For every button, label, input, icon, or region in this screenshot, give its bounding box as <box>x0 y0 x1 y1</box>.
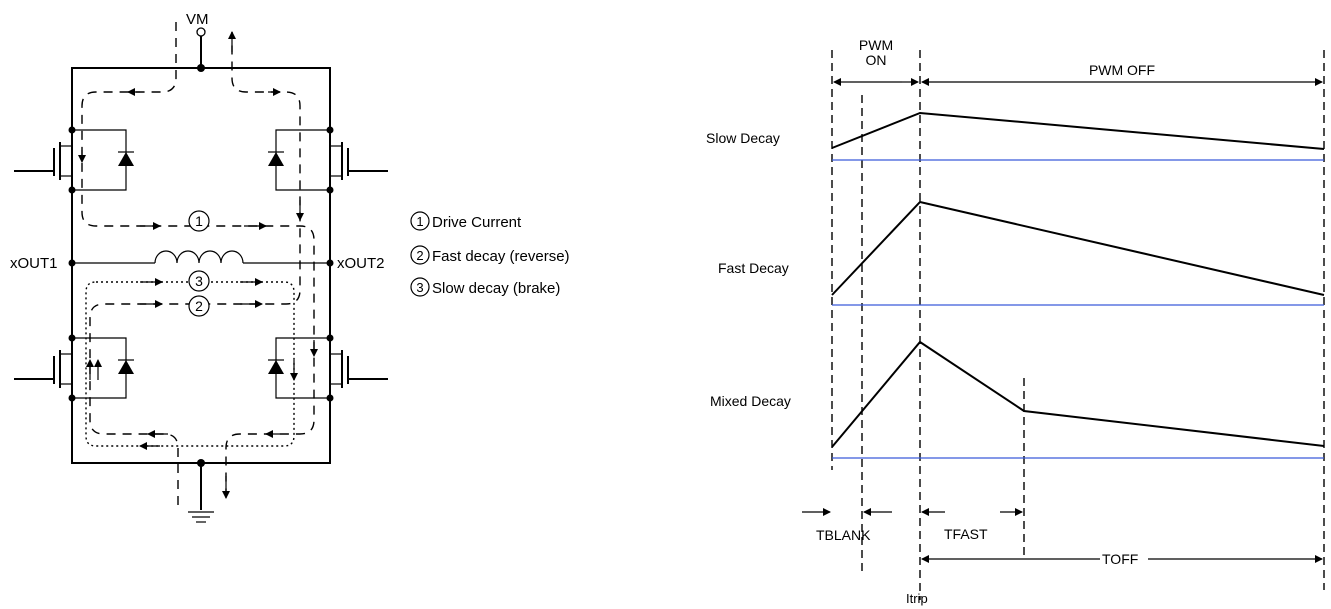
svg-text:3: 3 <box>195 273 203 289</box>
svg-text:2: 2 <box>195 298 203 314</box>
legend-item-slow-decay: 3 Slow decay (brake) <box>410 277 560 297</box>
mosfet-low-left-icon <box>14 334 134 402</box>
out2-node <box>326 259 334 267</box>
vm-label: VM <box>186 11 209 28</box>
tblank-label: TBLANK <box>816 527 871 543</box>
svg-text:1: 1 <box>195 213 203 229</box>
itrip-label: Itrip <box>906 591 928 606</box>
svg-text:1: 1 <box>416 214 423 229</box>
drive-current-path <box>78 22 318 500</box>
legend: 1 Drive Current 2 Fast decay (reverse) 3… <box>410 211 570 297</box>
mosfet-low-right-icon <box>268 334 388 402</box>
legend-item-drive-current: 1 Drive Current <box>410 211 522 231</box>
row-label-mixed: Mixed Decay <box>710 393 791 409</box>
motor-coil-icon <box>154 250 244 264</box>
current-trace-slow <box>831 111 1325 150</box>
h-bridge-diagram: VM xOUT1 xOUT2 <box>10 11 388 523</box>
legend-label: Fast decay (reverse) <box>432 248 570 265</box>
path-3-badge: 3 <box>188 270 210 292</box>
vm-terminal <box>196 27 206 37</box>
current-trace-mixed <box>831 340 1325 448</box>
timing-diagram: PWM ON PWM OFF Slow Decay Fast Decay Mix… <box>706 37 1325 606</box>
pwm-on-label-2: ON <box>866 52 887 68</box>
legend-label: Drive Current <box>432 214 522 231</box>
row-label-slow: Slow Decay <box>706 130 780 146</box>
legend-label: Slow decay (brake) <box>432 280 560 297</box>
slow-decay-path <box>85 278 298 450</box>
mosfet-high-right-icon <box>268 126 388 194</box>
current-trace-fast <box>831 200 1325 296</box>
out2-label: xOUT2 <box>337 255 385 272</box>
ground-node <box>197 459 205 467</box>
bridge-frame <box>71 67 331 464</box>
toff-label: TOFF <box>1102 551 1138 567</box>
legend-item-fast-decay: 2 Fast decay (reverse) <box>410 245 570 265</box>
ground-icon <box>188 511 214 523</box>
row-label-fast: Fast Decay <box>718 260 789 276</box>
out1-label: xOUT1 <box>10 255 58 272</box>
out1-node <box>68 259 76 267</box>
path-2-badge: 2 <box>188 295 210 317</box>
tfast-label: TFAST <box>944 526 988 542</box>
svg-text:3: 3 <box>416 280 423 295</box>
mosfet-high-left-icon <box>14 126 134 194</box>
pwm-on-label-1: PWM <box>859 37 893 53</box>
svg-text:2: 2 <box>416 248 423 263</box>
pwm-off-label: PWM OFF <box>1089 62 1155 78</box>
fast-decay-path <box>86 31 304 505</box>
path-1-badge: 1 <box>188 210 210 232</box>
